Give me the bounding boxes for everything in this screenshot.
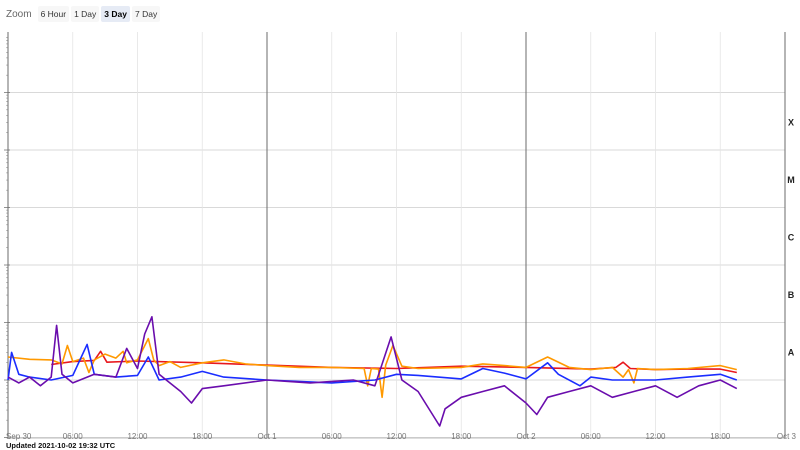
flux-class-label: A bbox=[788, 347, 795, 357]
x-tick-label: 06:00 bbox=[63, 432, 84, 441]
series-line-1 bbox=[7, 337, 737, 399]
x-tick-label: Oct 1 bbox=[257, 432, 277, 441]
x-tick-label: 12:00 bbox=[127, 432, 148, 441]
series-line-2 bbox=[7, 343, 738, 387]
x-tick-label: Oct 2 bbox=[516, 432, 536, 441]
tick-label-layer: Sep 30 06:00 12:00 18:00 Oct 1 06:00 12:00 18:0… bbox=[6, 432, 797, 441]
series-line-3 bbox=[7, 316, 738, 427]
flux-class-label: B bbox=[788, 290, 795, 300]
x-tick-label: 18:00 bbox=[710, 432, 731, 441]
flux-class-label: C bbox=[788, 232, 795, 242]
updated-timestamp: Updated 2021-10-02 19:32 UTC bbox=[6, 441, 116, 450]
zoom-6-hour-button[interactable]: 6 Hour bbox=[37, 6, 70, 22]
zoom-1-day-button[interactable]: 1 Day bbox=[71, 6, 100, 22]
class-label-layer: A B C M X bbox=[787, 117, 795, 357]
x-tick-label: 06:00 bbox=[581, 432, 602, 441]
zoom-label: Zoom bbox=[6, 8, 32, 20]
x-tick-label: 12:00 bbox=[386, 432, 407, 441]
x-tick-label: Sep 30 bbox=[6, 432, 32, 441]
flux-class-label: M bbox=[787, 175, 795, 185]
grid-layer bbox=[4, 32, 786, 439]
zoom-7-day-button[interactable]: 7 Day bbox=[131, 6, 161, 22]
series-layer bbox=[7, 316, 738, 427]
x-tick-label: 18:00 bbox=[451, 432, 472, 441]
x-tick-label: 12:00 bbox=[645, 432, 666, 441]
x-tick-label: 06:00 bbox=[322, 432, 343, 441]
x-tick-label: Oct 3 bbox=[777, 432, 797, 441]
zoom-bar: Zoom 6 Hour 1 Day 3 Day 7 Day bbox=[6, 5, 161, 23]
zoom-3-day-button[interactable]: 3 Day bbox=[101, 6, 130, 22]
flux-class-label: X bbox=[788, 117, 794, 127]
x-tick-label: 18:00 bbox=[192, 432, 213, 441]
